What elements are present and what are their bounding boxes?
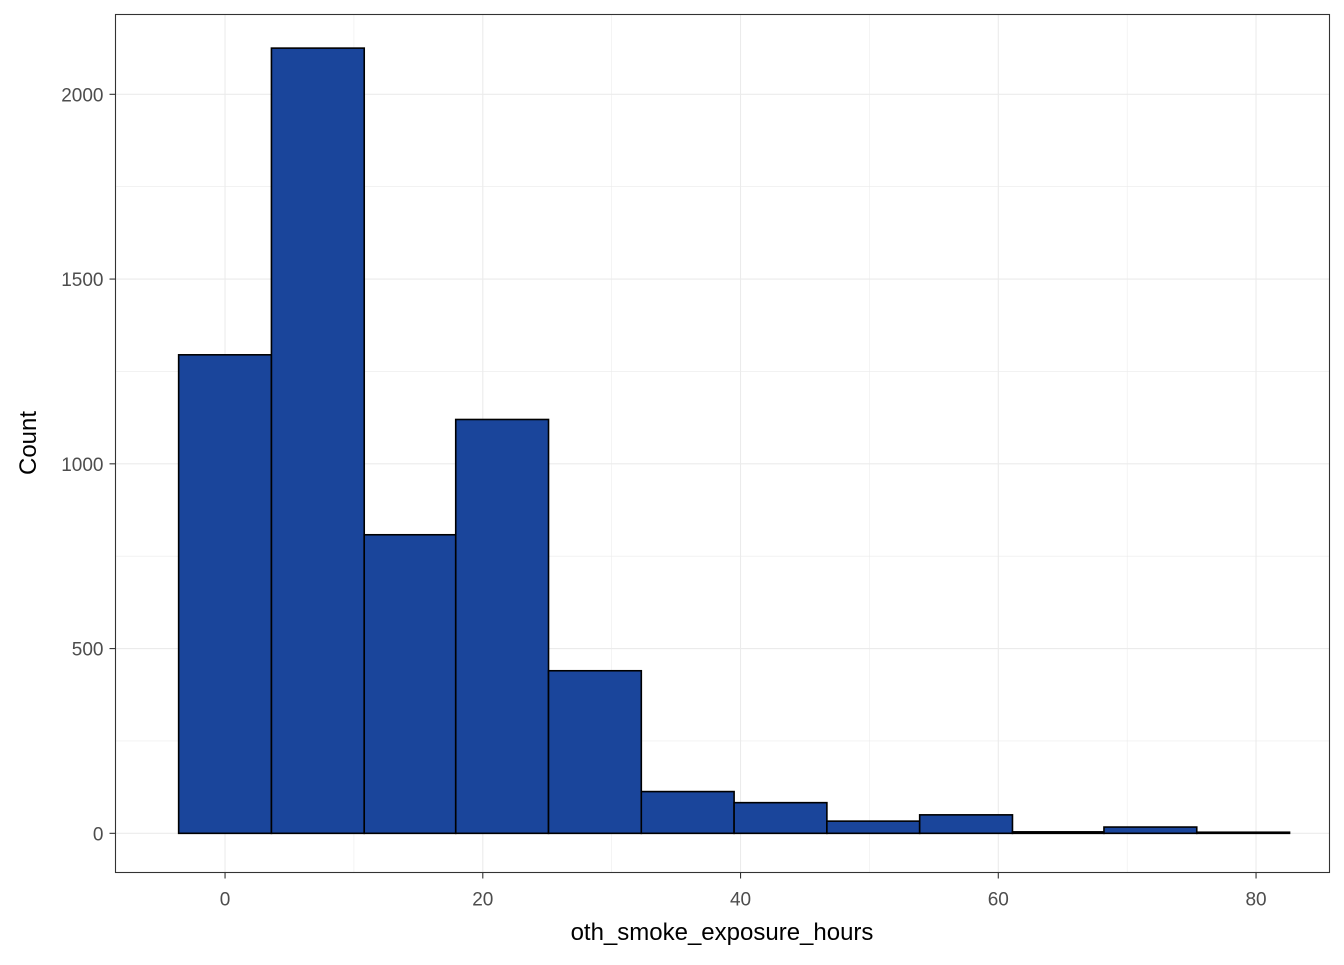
y-tick-label: 500 bbox=[72, 640, 104, 661]
y-axis-title: Count bbox=[15, 411, 42, 475]
panel-border bbox=[114, 13, 1331, 874]
bars-layer bbox=[177, 47, 1291, 835]
histogram-bar bbox=[270, 47, 366, 835]
y-tick-label: 0 bbox=[93, 824, 104, 845]
histogram-bar bbox=[1103, 826, 1198, 835]
x-axis-title: oth_smoke_exposure_hours bbox=[571, 919, 874, 946]
y-tick-label: 2000 bbox=[61, 85, 103, 106]
histogram-bar bbox=[640, 790, 735, 835]
ticks-layer: 0 20 40 60 80 0 500 1000 1500 2000 bbox=[61, 85, 1266, 910]
x-tick-label: 20 bbox=[472, 890, 493, 911]
x-tick-label: 0 bbox=[220, 890, 231, 911]
histogram-bar bbox=[918, 814, 1014, 835]
histogram-bar bbox=[826, 820, 921, 835]
histogram-bar bbox=[363, 533, 457, 835]
histogram-bar bbox=[177, 354, 273, 835]
histogram-bar bbox=[547, 669, 643, 835]
histogram-bar bbox=[454, 418, 550, 835]
histogram-bar bbox=[733, 801, 828, 835]
histogram-bar bbox=[1195, 831, 1291, 835]
x-tick-label: 60 bbox=[988, 890, 1009, 911]
x-tick-label: 40 bbox=[730, 890, 751, 911]
y-tick-label: 1000 bbox=[61, 455, 103, 476]
x-tick-label: 80 bbox=[1245, 890, 1266, 911]
y-tick-label: 1500 bbox=[61, 270, 103, 291]
histogram-bar bbox=[1011, 831, 1105, 835]
